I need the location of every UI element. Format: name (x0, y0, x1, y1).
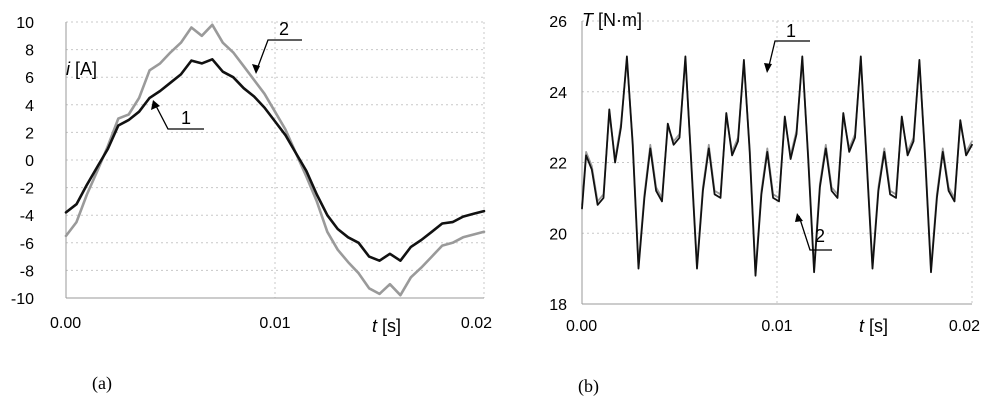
panel-a-y-tick-label: 2 (25, 125, 34, 142)
panel-a-y-tick-label: 4 (25, 98, 34, 115)
panel-a-y-tick-label: 6 (25, 70, 34, 87)
panel-a-y-tick-label: -6 (20, 236, 34, 253)
panel-b-y-tick-label: 24 (549, 85, 567, 102)
panel-a-series (64, 23, 486, 297)
panel-b-label-1-arrowhead (764, 63, 772, 73)
panel-b-label-2-arrowhead (795, 213, 803, 222)
panel-a-y-tick-label: -2 (20, 181, 34, 198)
panel-a-y-tick-label: 10 (16, 15, 34, 32)
panel-b-x-axis-var: t (859, 316, 865, 336)
panel-a-x-ticks: 0.00 0.01 0.02 (50, 315, 492, 332)
panel-b-x-tick-label: 0.00 (566, 318, 597, 335)
panel-a-x-tick-label: 0.01 (259, 315, 290, 332)
panel-a-y-tick-label: 8 (25, 43, 34, 60)
panel-b-axes (581, 21, 972, 305)
panel-a-series-1-label: 1 (181, 108, 191, 128)
panel-a-axes (65, 22, 484, 299)
panel-a-x-axis-var: t (372, 316, 378, 336)
panel-b-y-axis-unit: [N·m] (593, 10, 642, 30)
panel-b-x-tick-label: 0.02 (949, 318, 980, 335)
panel-a-x-axis-label: t [s] (372, 316, 401, 336)
panel-b-x-axis-label: t [s] (859, 316, 888, 336)
panel-b-series (581, 55, 973, 277)
panel-a-x-axis-unit: [s] (377, 316, 401, 336)
panel-b-y-ticks: 26 24 22 20 18 (549, 14, 567, 314)
panel-b-grid (582, 20, 973, 304)
panel-a-grid (66, 21, 485, 298)
panel-a-label-2-leader (255, 39, 302, 73)
panel-b-series-2-label: 2 (815, 226, 825, 246)
panel-a-y-axis-var: i (66, 59, 71, 79)
panel-a-y-tick-label: 0 (25, 153, 34, 170)
panel-a-series-2-label: 2 (279, 19, 289, 39)
panel-a-x-tick-label: 0.00 (50, 315, 81, 332)
panel-a-y-axis-unit: [A] (70, 59, 97, 79)
panel-b-y-axis-label: T [N·m] (582, 10, 642, 30)
panel-b-x-tick-label: 0.01 (761, 318, 792, 335)
panel-b-label-1-leader (767, 40, 810, 71)
panel-a-label-1-leader (153, 101, 204, 130)
panel-b-label-2-leader (798, 215, 832, 251)
panel-b-y-axis-var: T (582, 10, 595, 30)
panel-b-x-axis-unit: [s] (864, 316, 888, 336)
panel-a-label-2-arrowhead (252, 64, 260, 74)
panel-b-caption: (b) (578, 376, 599, 397)
panel-a-y-axis-label: i [A] (66, 59, 97, 79)
panel-b-y-tick-label: 26 (549, 14, 567, 31)
panel-a-chart: 10 8 6 4 2 0 -2 -4 -6 -8 -10 0.00 0.01 0.02 i [A] t … (11, 15, 492, 336)
panel-a-y-tick-label: -10 (11, 291, 34, 308)
panel-b-y-tick-label: 22 (549, 156, 567, 173)
panel-a-x-tick-label: 0.02 (461, 315, 492, 332)
panel-a-y-tick-label: -8 (20, 263, 34, 280)
panel-a-label-1-arrowhead (151, 100, 160, 110)
panel-b-series-1-label: 1 (786, 21, 796, 41)
panel-a-series-2-line (64, 23, 486, 297)
panel-b-x-ticks: 0.00 0.01 0.02 (566, 318, 980, 335)
panel-a-series-1-line (64, 57, 486, 263)
panel-a-caption: (a) (92, 373, 112, 394)
panel-b-y-tick-label: 20 (549, 226, 567, 243)
panel-a-y-tick-label: -4 (20, 208, 34, 225)
panel-b-series-1-line (581, 55, 973, 277)
panel-a-y-ticks: 10 8 6 4 2 0 -2 -4 -6 -8 -10 (11, 15, 34, 308)
panel-b-y-tick-label: 18 (549, 297, 567, 314)
